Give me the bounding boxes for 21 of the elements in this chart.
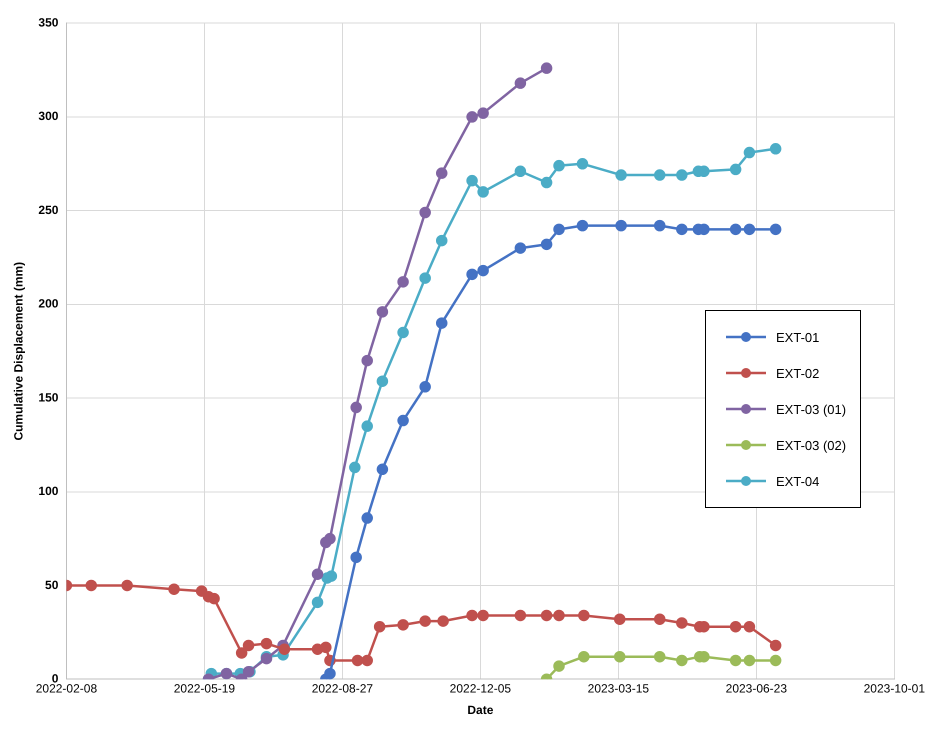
y-tick-label: 50 (45, 578, 59, 592)
y-axis-title: Cumulative Displacement (mm) (12, 262, 26, 441)
legend-label: EXT-01 (776, 330, 820, 344)
x-tick-label: 2022-02-08 (36, 682, 98, 696)
x-tick-label: 2023-10-01 (864, 682, 926, 696)
y-tick-label: 350 (38, 16, 59, 30)
x-tick-label: 2022-05-19 (174, 682, 236, 696)
x-tick-label: 2023-03-15 (588, 682, 650, 696)
y-tick-label: 100 (38, 484, 59, 498)
legend-label: EXT-04 (776, 474, 820, 488)
x-tick-label: 2022-08-27 (312, 682, 374, 696)
x-axis-title: Date (467, 703, 494, 718)
y-tick-label: 300 (38, 109, 59, 124)
y-tick-label: 200 (38, 296, 59, 311)
x-tick-label: 2022-12-05 (450, 682, 512, 696)
y-tick-label: 150 (38, 390, 59, 404)
x-tick-label: 2023-06-23 (726, 682, 788, 696)
y-tick-label: 250 (38, 202, 59, 217)
legend-label: EXT-02 (776, 366, 820, 380)
legend-label: EXT-03 (01) (776, 402, 846, 416)
legend-label: EXT-03 (02) (776, 438, 846, 452)
